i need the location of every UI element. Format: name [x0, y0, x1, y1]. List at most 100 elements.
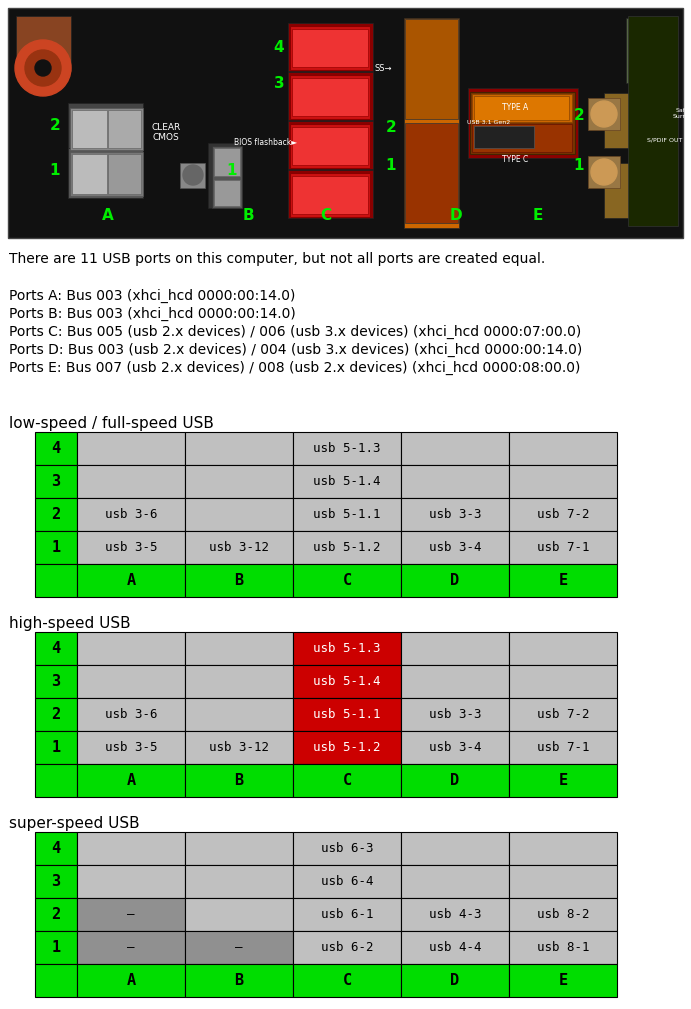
Bar	[77, 432, 185, 465]
Bar	[77, 964, 185, 997]
Bar	[214, 148, 240, 176]
Text: 3: 3	[51, 474, 61, 489]
Bar	[77, 564, 185, 597]
Text: usb 5-1.1: usb 5-1.1	[313, 508, 381, 521]
Bar	[401, 698, 509, 731]
Text: 2: 2	[386, 120, 397, 135]
Text: usb 6-2: usb 6-2	[321, 941, 373, 954]
Bar	[401, 531, 509, 564]
Bar	[68, 148, 143, 198]
Text: –: –	[127, 908, 135, 921]
Bar	[401, 731, 509, 764]
Text: usb 6-1: usb 6-1	[321, 908, 373, 921]
Bar	[288, 23, 373, 71]
Bar	[185, 865, 293, 898]
Circle shape	[183, 165, 203, 185]
Bar	[35, 465, 77, 498]
Text: SS→: SS→	[375, 64, 392, 73]
Bar	[293, 564, 401, 597]
Bar	[405, 123, 458, 223]
Text: usb 3-4: usb 3-4	[428, 541, 481, 554]
Bar	[293, 931, 401, 964]
Bar	[77, 832, 185, 865]
Bar	[509, 465, 617, 498]
Text: 1: 1	[51, 540, 61, 555]
Text: USB 3.1 Gen2: USB 3.1 Gen2	[467, 120, 511, 125]
Text: 1: 1	[50, 163, 60, 178]
Bar	[293, 898, 401, 931]
Bar	[77, 665, 185, 698]
Bar	[185, 432, 293, 465]
Bar	[35, 931, 77, 964]
Bar	[35, 865, 77, 898]
Text: Safe
Surrou: Safe Surrou	[672, 108, 691, 119]
Text: D: D	[451, 773, 460, 788]
Text: TYPE A: TYPE A	[502, 103, 528, 112]
Text: –: –	[235, 941, 243, 954]
Text: –: –	[127, 941, 135, 954]
Bar	[588, 98, 620, 130]
Bar	[70, 152, 143, 196]
Bar	[288, 72, 373, 120]
Bar	[208, 143, 240, 208]
Bar	[293, 764, 401, 797]
Bar	[77, 931, 185, 964]
Text: C: C	[343, 773, 352, 788]
Text: Ports A: Bus 003 (xhci_hcd 0000:00:14.0): Ports A: Bus 003 (xhci_hcd 0000:00:14.0)	[9, 289, 295, 303]
Text: 4: 4	[274, 40, 284, 55]
Text: 2: 2	[50, 118, 60, 133]
Text: usb 3-3: usb 3-3	[428, 508, 481, 521]
Bar	[401, 432, 509, 465]
Text: B: B	[242, 208, 254, 223]
Bar	[8, 8, 683, 238]
Bar	[401, 898, 509, 931]
Bar	[401, 865, 509, 898]
Bar	[35, 898, 77, 931]
Bar	[35, 531, 77, 564]
Bar	[77, 731, 185, 764]
Text: 3: 3	[51, 674, 61, 689]
Bar	[288, 121, 373, 169]
Bar	[185, 832, 293, 865]
Text: E: E	[558, 973, 567, 988]
Bar	[77, 498, 185, 531]
Text: usb 8-2: usb 8-2	[537, 908, 589, 921]
Text: E: E	[558, 573, 567, 588]
Bar	[35, 432, 77, 465]
Bar	[35, 665, 77, 698]
Text: C: C	[321, 208, 332, 223]
Bar	[293, 665, 401, 698]
Bar	[185, 898, 293, 931]
Text: 4: 4	[51, 641, 61, 656]
Bar	[185, 632, 293, 665]
Bar	[214, 180, 240, 206]
Bar	[185, 698, 293, 731]
Circle shape	[591, 101, 617, 127]
Bar	[470, 92, 575, 154]
Bar	[72, 154, 107, 194]
Text: B: B	[234, 973, 243, 988]
Bar	[509, 665, 617, 698]
Text: 1: 1	[51, 940, 61, 955]
Bar	[405, 19, 458, 119]
Bar	[509, 931, 617, 964]
Bar	[35, 564, 77, 597]
Text: A: A	[126, 773, 135, 788]
Bar	[77, 865, 185, 898]
Bar	[72, 110, 107, 148]
Text: A: A	[126, 573, 135, 588]
Text: 2: 2	[51, 507, 61, 522]
Circle shape	[591, 159, 617, 185]
Bar	[292, 176, 368, 214]
Bar	[185, 764, 293, 797]
Text: 4: 4	[51, 441, 61, 456]
Bar	[16, 16, 71, 71]
Text: usb 7-1: usb 7-1	[537, 741, 589, 754]
Bar	[35, 698, 77, 731]
Bar	[185, 564, 293, 597]
Bar	[185, 964, 293, 997]
Bar	[401, 665, 509, 698]
Bar	[293, 832, 401, 865]
Circle shape	[15, 40, 71, 96]
Bar	[509, 898, 617, 931]
